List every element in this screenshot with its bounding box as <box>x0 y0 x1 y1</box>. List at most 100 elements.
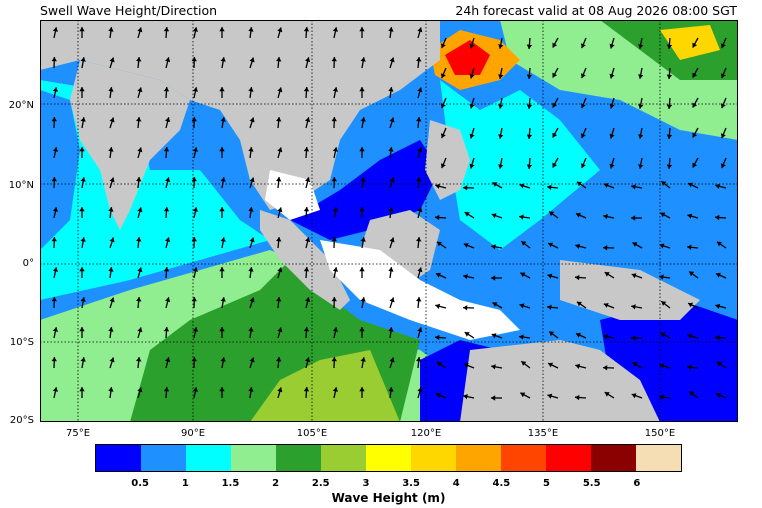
lat-label-10n: 10°N <box>8 180 34 191</box>
swell-arrow-head <box>547 393 553 399</box>
new-guinea-land <box>560 260 700 320</box>
swell-arrow-head <box>163 27 170 32</box>
swell-arrow-head <box>303 327 310 332</box>
swell-arrow-head <box>519 183 525 189</box>
swell-arrow-head <box>389 57 395 63</box>
swell-arrow-head <box>360 117 366 122</box>
swell-arrow-head <box>52 267 58 272</box>
swell-arrow-head <box>603 214 608 220</box>
swell-arrow-head <box>388 327 394 332</box>
swell-arrow-head <box>580 163 586 169</box>
swell-arrow-head <box>520 392 526 398</box>
swell-arrow-head <box>191 297 197 302</box>
swell-arrow-head <box>137 267 143 273</box>
swell-arrow-head <box>332 387 338 392</box>
swell-arrow-head <box>191 177 197 182</box>
swell-arrow-head <box>52 87 58 92</box>
swell-arrow-head <box>192 387 198 392</box>
swell-arrow-head <box>303 87 310 92</box>
colorbar <box>95 444 682 472</box>
swell-arrow-head <box>219 267 225 272</box>
swell-arrow-head <box>332 327 338 332</box>
swell-arrow-head <box>603 303 609 308</box>
swell-arrow-head <box>79 147 85 152</box>
colorbar-segment <box>411 445 456 471</box>
swell-arrow-head <box>604 392 610 397</box>
swell-arrow-head <box>248 27 254 32</box>
swell-arrow-head <box>521 241 527 246</box>
swell-arrow-head <box>416 117 422 122</box>
swell-arrow-head <box>491 364 496 370</box>
lon-label-90e: 90°E <box>180 428 206 439</box>
swell-arrow-head <box>521 361 527 366</box>
swell-arrow-head <box>687 244 692 250</box>
swell-arrow-head <box>248 267 254 272</box>
swell-arrow-head <box>687 213 693 219</box>
swell-arrow-head <box>661 181 667 186</box>
swell-arrow-head <box>79 207 85 212</box>
swell-arrow-head <box>689 271 695 277</box>
swell-arrow-head <box>219 147 225 152</box>
swell-arrow-head <box>576 181 582 187</box>
swell-arrow-head <box>519 334 524 340</box>
swell-arrow-head <box>492 182 498 187</box>
colorbar-tick-label: 4 <box>452 478 460 489</box>
swell-arrow-head <box>603 334 608 340</box>
swell-arrow-head <box>388 267 394 272</box>
swell-arrow-head <box>192 87 198 92</box>
colorbar-tick-label: 2.5 <box>311 478 330 489</box>
swell-arrow-head <box>51 357 57 362</box>
swell-arrow-head <box>303 267 310 272</box>
swell-arrow-head <box>191 237 197 242</box>
swell-arrow-head <box>519 214 524 220</box>
swell-arrow-head <box>332 147 338 152</box>
swell-arrow-head <box>469 133 475 139</box>
swell-arrow-head <box>331 237 337 242</box>
map-title: Swell Wave Height/Direction <box>40 3 218 18</box>
swell-arrow-head <box>249 237 255 243</box>
swell-arrow-head <box>136 237 142 242</box>
swell-arrow-head <box>580 73 586 79</box>
colorbar-tick-label: 3 <box>362 478 370 489</box>
colorbar-tick-label: 1.5 <box>221 478 240 489</box>
colorbar-segment <box>321 445 366 471</box>
swell-arrow-head <box>552 132 558 138</box>
swell-arrow-head <box>576 212 581 218</box>
swell-arrow-head <box>687 364 692 370</box>
swell-arrow-head <box>79 387 85 392</box>
swell-arrow-head <box>165 57 171 63</box>
swell-arrow-head <box>277 87 283 93</box>
swell-arrow-head <box>552 72 558 78</box>
map-frame <box>40 20 738 422</box>
swell-arrow-head <box>389 237 395 243</box>
swell-arrow-head <box>359 27 365 32</box>
swell-arrow-head <box>666 104 673 109</box>
swell-arrow-head <box>417 147 423 153</box>
swell-arrow-head <box>715 303 721 309</box>
swell-arrow-head <box>359 267 365 272</box>
swell-arrow-head <box>220 177 226 182</box>
swell-arrow-head <box>51 177 57 182</box>
swell-arrow-head <box>303 207 310 212</box>
swell-arrow-head <box>108 147 114 152</box>
swell-arrow-head <box>440 43 446 49</box>
swell-arrow-head <box>331 357 337 362</box>
swell-arrow-head <box>491 244 496 250</box>
lat-label-20s: 20°S <box>9 415 34 426</box>
swell-arrow-head <box>435 303 441 309</box>
swell-arrow-head <box>331 117 337 122</box>
swell-arrow-head <box>666 134 673 139</box>
swell-arrow-head <box>638 74 644 79</box>
swell-arrow-head <box>51 237 57 242</box>
swell-arrow-head <box>276 357 282 362</box>
swell-arrow-head <box>108 87 114 92</box>
swell-arrow-head <box>332 87 338 92</box>
swell-arrow-head <box>498 134 504 139</box>
swell-arrow-head <box>631 273 637 279</box>
swell-arrow-head <box>526 104 533 109</box>
swell-arrow-head <box>688 302 694 308</box>
swell-arrow-head <box>469 43 475 49</box>
swell-arrow-head <box>108 327 114 332</box>
lat-label-20n: 20°N <box>8 100 34 111</box>
swell-arrow-head <box>359 87 365 92</box>
